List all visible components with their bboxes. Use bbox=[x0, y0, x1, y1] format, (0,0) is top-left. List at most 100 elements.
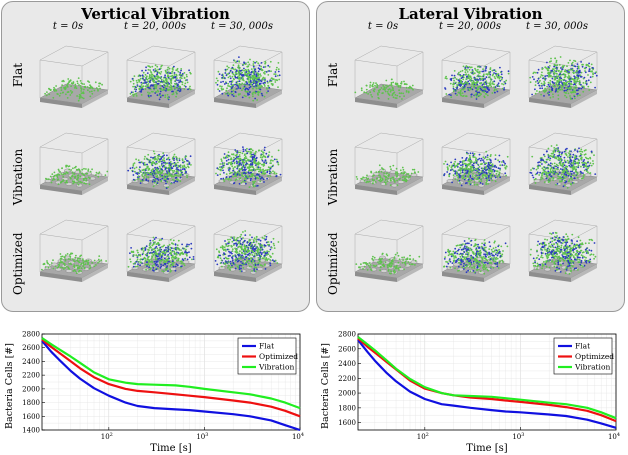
bacteria-colony bbox=[355, 164, 420, 187]
row-label-optimized: Optimized bbox=[326, 232, 340, 295]
bacteria-colony bbox=[529, 231, 597, 275]
sim-cell-r2-c2 bbox=[206, 216, 284, 294]
series-flat bbox=[41, 340, 301, 432]
sim-cell-r1-c2 bbox=[206, 129, 284, 207]
plot-frame bbox=[41, 333, 301, 431]
y-tick-label: 2400 bbox=[338, 360, 356, 368]
y-tick-label: 1800 bbox=[22, 399, 40, 407]
box-frame bbox=[126, 45, 196, 104]
chart-svg: 1600 1800 2000 2200 2400 2600 2800 102 103 104 Tim… bbox=[320, 331, 620, 455]
substrate bbox=[354, 83, 424, 108]
sim-cell-r2-c0 bbox=[347, 216, 425, 294]
time-label-0: t = 0s bbox=[52, 21, 84, 32]
x-tick-label: 104 bbox=[608, 432, 620, 441]
row-label-optimized: Optimized bbox=[11, 232, 25, 295]
box-frame bbox=[39, 132, 109, 191]
plot-frame bbox=[357, 333, 617, 431]
x-tick-label: 102 bbox=[417, 432, 429, 441]
bacteria-colony bbox=[41, 252, 107, 275]
y-tick-label: 2800 bbox=[22, 331, 40, 339]
panel-title: Lateral Vibration bbox=[398, 5, 543, 23]
y-tick-label: 2600 bbox=[338, 345, 356, 353]
y-tick-label: 2000 bbox=[338, 390, 356, 398]
sim-cell-r0-c2 bbox=[206, 42, 284, 120]
legend-label: Flat bbox=[259, 342, 274, 351]
legend-label: Optimized bbox=[575, 352, 614, 361]
bacteria-colony bbox=[355, 252, 421, 275]
sim-cell-r2-c1 bbox=[119, 216, 197, 294]
time-label-1: t = 20, 000s bbox=[438, 21, 502, 32]
sim-cell-r2-c0 bbox=[32, 216, 110, 294]
x-tick-label: 102 bbox=[101, 432, 113, 441]
sim-cell-r0-c0 bbox=[347, 42, 425, 120]
x-axis-label: Time [s] bbox=[466, 443, 507, 454]
row-label-flat: Flat bbox=[326, 62, 340, 88]
series-optimized bbox=[41, 338, 301, 418]
bacteria-colony bbox=[444, 65, 510, 100]
box-frame bbox=[441, 219, 511, 278]
row-label-flat: Flat bbox=[11, 62, 25, 88]
series-flat bbox=[357, 339, 617, 429]
time-label-2: t = 30, 000s bbox=[525, 21, 589, 32]
substrate bbox=[39, 83, 109, 108]
y-tick-label: 2800 bbox=[338, 331, 356, 339]
sim-cell-r0-c0 bbox=[32, 42, 110, 120]
bacteria-colony bbox=[214, 230, 280, 273]
sim-cell-r1-c1 bbox=[119, 129, 197, 207]
bacteria-colony bbox=[45, 164, 109, 186]
x-tick-label: 103 bbox=[196, 432, 208, 441]
sim-cell-r2-c1 bbox=[434, 216, 512, 294]
y-tick-label: 2200 bbox=[338, 375, 356, 383]
row-label-vibration: Vibration bbox=[326, 148, 340, 206]
surface-pattern bbox=[359, 168, 418, 188]
box-frame bbox=[528, 45, 598, 104]
y-tick-label: 2600 bbox=[22, 344, 40, 352]
legend-label: Flat bbox=[575, 342, 590, 351]
bacteria-colony bbox=[215, 146, 282, 188]
row-label-vibration: Vibration bbox=[11, 148, 25, 206]
y-tick-label: 1600 bbox=[338, 419, 356, 427]
bacteria-colony bbox=[129, 64, 192, 101]
bacteria-colony bbox=[127, 150, 192, 189]
bacteria-colony bbox=[529, 56, 598, 100]
time-label-2: t = 30, 000s bbox=[210, 21, 274, 32]
sim-cell-r1-c0 bbox=[347, 129, 425, 207]
vertical-vibration-panel: Vertical Vibration t = 0s t = 20, 000s t… bbox=[1, 1, 310, 312]
sim-cell-r1-c0 bbox=[32, 129, 110, 207]
box-frame bbox=[39, 45, 109, 104]
bacteria-colony bbox=[44, 77, 103, 102]
y-tick-label: 2200 bbox=[22, 372, 40, 380]
y-tick-label: 1800 bbox=[338, 404, 356, 412]
sim-cell-r0-c1 bbox=[119, 42, 197, 120]
bacteria-colony bbox=[127, 236, 195, 273]
sim-cell-r1-c1 bbox=[434, 129, 512, 207]
y-axis-label: Bacteria Cells [#] bbox=[320, 343, 331, 429]
substrate bbox=[213, 83, 283, 108]
sim-cell-r2-c2 bbox=[521, 216, 599, 294]
bacteria-colony bbox=[215, 56, 281, 102]
legend-label: Vibration bbox=[574, 363, 610, 372]
sim-cell-r0-c2 bbox=[521, 42, 599, 120]
series-vibration bbox=[357, 336, 617, 420]
bacteria-colony bbox=[443, 150, 509, 187]
panel-title: Vertical Vibration bbox=[81, 5, 230, 23]
sim-cell-r1-c2 bbox=[521, 129, 599, 207]
legend-label: Vibration bbox=[258, 363, 294, 372]
bacteria-colony bbox=[529, 144, 597, 189]
x-tick-label: 103 bbox=[512, 432, 524, 441]
box-frame bbox=[213, 219, 283, 278]
y-axis-label: Bacteria Cells [#] bbox=[4, 343, 15, 429]
lateral-vibration-panel: Lateral Vibration t = 0s t = 20, 000s t … bbox=[316, 1, 625, 312]
time-label-0: t = 0s bbox=[367, 21, 399, 32]
x-tick-label: 104 bbox=[292, 432, 304, 441]
y-tick-label: 2400 bbox=[22, 358, 40, 366]
series-vibration bbox=[41, 337, 301, 410]
x-axis-label: Time [s] bbox=[150, 443, 191, 454]
y-tick-label: 2000 bbox=[22, 385, 40, 393]
legend-label: Optimized bbox=[259, 352, 298, 361]
box-frame bbox=[354, 219, 424, 278]
bacteria-chart-vertical: 1400 1600 1800 2000 2200 2400 2600 2800 102 103 10… bbox=[2, 330, 308, 455]
time-label-1: t = 20, 000s bbox=[123, 21, 187, 32]
